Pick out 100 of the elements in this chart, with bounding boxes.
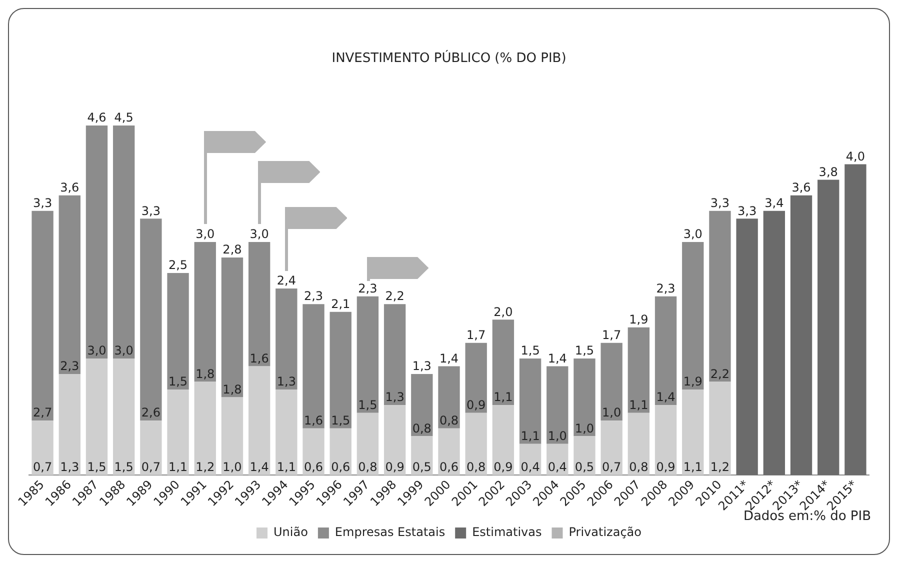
bar [790, 195, 812, 475]
bar [384, 405, 406, 475]
bar [628, 327, 650, 413]
bar [221, 397, 244, 475]
bar [492, 320, 514, 406]
data-label: 0,4 [548, 460, 567, 474]
data-label: 1,3 [60, 460, 80, 474]
data-label: 3,0 [114, 344, 134, 358]
bar [384, 304, 406, 406]
total-label: 3,3 [710, 196, 730, 210]
bar [194, 382, 216, 475]
bar [411, 374, 433, 436]
data-label: 2,3 [60, 359, 80, 374]
total-label: 2,5 [168, 258, 188, 272]
total-label: 3,0 [196, 227, 215, 242]
total-label: 1,7 [466, 328, 486, 342]
data-label: 1,5 [168, 374, 188, 389]
chart-title: INVESTIMENTO PÚBLICO (% DO PIB) [332, 49, 566, 66]
total-label: 2,1 [331, 296, 350, 311]
data-label: 1,5 [87, 460, 106, 474]
data-label: 1,1 [494, 390, 513, 404]
bar [248, 242, 270, 366]
bar [818, 180, 840, 475]
data-label: 1,0 [548, 429, 567, 444]
bar [682, 242, 704, 390]
bar [600, 420, 622, 475]
data-label: 0,8 [412, 421, 432, 436]
data-label: 1,1 [629, 398, 648, 412]
bar [356, 296, 379, 413]
bar [492, 405, 514, 475]
data-label: 1,5 [358, 398, 378, 412]
data-label: 0,8 [358, 460, 378, 474]
data-label: 1,3 [276, 374, 296, 389]
total-label: 1,5 [520, 344, 540, 358]
data-label: 2,2 [710, 366, 730, 381]
bar [302, 304, 324, 428]
bar [113, 125, 135, 358]
data-label: 2,7 [33, 406, 52, 420]
bar [140, 218, 162, 421]
data-label: 0,6 [439, 460, 459, 474]
bar [709, 382, 731, 475]
bar [330, 428, 352, 475]
total-label: 4,5 [114, 110, 134, 125]
bar [844, 164, 866, 475]
data-label: 0,9 [656, 460, 676, 474]
data-label: 1,5 [114, 460, 134, 474]
total-label: 3,6 [792, 180, 811, 194]
bar [167, 273, 189, 390]
data-label: 3,0 [87, 344, 106, 358]
data-label: 1,3 [385, 390, 404, 404]
total-label: 1,7 [602, 328, 622, 342]
bar [465, 412, 487, 475]
bar [736, 218, 758, 475]
data-label: 0,6 [331, 460, 350, 474]
total-label: 2,0 [494, 304, 513, 319]
total-label: 3,0 [250, 227, 269, 242]
bar [546, 366, 568, 444]
bar [654, 296, 677, 406]
data-label: 1,1 [168, 460, 188, 474]
data-label: 1,0 [222, 460, 242, 474]
data-label: 0,9 [494, 460, 513, 474]
data-label: 0,7 [602, 460, 622, 474]
total-label: 1,5 [574, 344, 594, 358]
total-label: 2,3 [304, 289, 324, 304]
total-label: 2,3 [656, 281, 676, 296]
bar [465, 342, 487, 413]
legend-label: Empresas Estatais [334, 525, 446, 540]
data-label: 1,0 [574, 421, 594, 436]
data-label: 1,5 [331, 414, 350, 428]
bar [574, 436, 596, 475]
total-label: 2,3 [358, 281, 378, 296]
data-label: 0,5 [412, 460, 432, 474]
bar [32, 210, 54, 421]
total-label: 1,9 [629, 312, 648, 327]
total-label: 3,3 [141, 204, 160, 218]
data-label: 1,0 [602, 406, 622, 420]
data-label: 1,1 [276, 460, 296, 474]
data-label: 1,6 [304, 414, 324, 428]
bar [519, 358, 542, 444]
bar [58, 374, 80, 475]
bar [654, 405, 677, 475]
bar [763, 210, 785, 475]
bar [86, 358, 108, 475]
data-label: 1,4 [656, 390, 676, 404]
bar [709, 210, 731, 382]
total-label: 1,4 [548, 351, 567, 366]
data-label: 1,6 [250, 351, 269, 366]
legend-label: Estimativas [472, 525, 542, 540]
bar [221, 257, 244, 398]
data-label: 1,2 [710, 460, 730, 474]
data-label: 1,9 [683, 374, 702, 389]
text: Dados em:% do PIB [743, 509, 871, 524]
data-label: 1,4 [250, 460, 269, 474]
bar [356, 412, 379, 475]
total-label: 4,6 [87, 110, 106, 125]
total-label: 4,0 [846, 149, 865, 164]
bar [140, 420, 162, 475]
bar [411, 436, 433, 475]
data-label: 0,8 [439, 414, 459, 428]
bar [438, 366, 460, 428]
